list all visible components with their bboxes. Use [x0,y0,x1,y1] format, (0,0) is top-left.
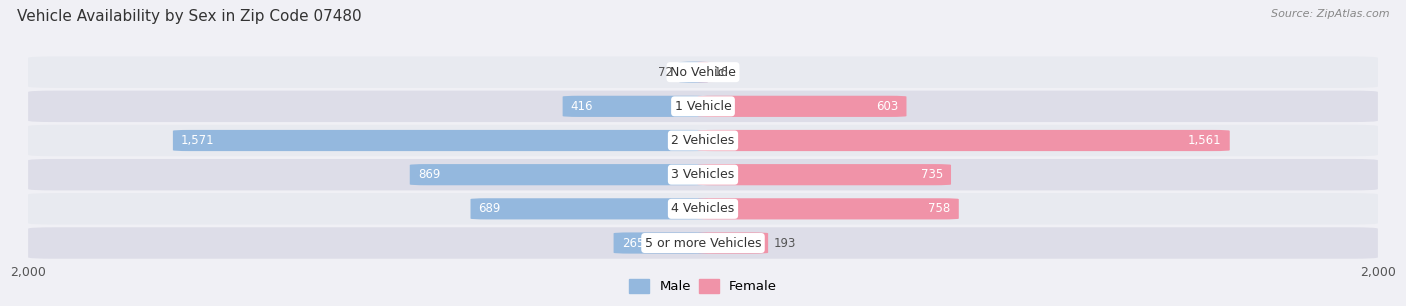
Text: 869: 869 [418,168,440,181]
Text: 3 Vehicles: 3 Vehicles [672,168,734,181]
FancyBboxPatch shape [613,233,709,254]
Text: 16: 16 [714,66,728,79]
Legend: Male, Female: Male, Female [624,274,782,299]
FancyBboxPatch shape [679,62,709,83]
Text: 2 Vehicles: 2 Vehicles [672,134,734,147]
Text: 4 Vehicles: 4 Vehicles [672,202,734,215]
FancyBboxPatch shape [697,233,768,254]
FancyBboxPatch shape [697,164,950,185]
Text: 1,561: 1,561 [1188,134,1222,147]
FancyBboxPatch shape [409,164,709,185]
Text: 735: 735 [921,168,943,181]
FancyBboxPatch shape [28,125,1378,156]
FancyBboxPatch shape [28,193,1378,225]
FancyBboxPatch shape [28,227,1378,259]
Text: 193: 193 [773,237,796,249]
Text: 265: 265 [621,237,644,249]
FancyBboxPatch shape [28,56,1378,88]
Text: 758: 758 [928,202,950,215]
FancyBboxPatch shape [28,91,1378,122]
FancyBboxPatch shape [697,130,1230,151]
Text: 416: 416 [571,100,593,113]
Text: 689: 689 [478,202,501,215]
Text: Vehicle Availability by Sex in Zip Code 07480: Vehicle Availability by Sex in Zip Code … [17,9,361,24]
Text: 1,571: 1,571 [181,134,215,147]
Text: 1 Vehicle: 1 Vehicle [675,100,731,113]
FancyBboxPatch shape [28,159,1378,190]
Text: No Vehicle: No Vehicle [671,66,735,79]
FancyBboxPatch shape [471,198,709,219]
Text: 5 or more Vehicles: 5 or more Vehicles [645,237,761,249]
Text: Source: ZipAtlas.com: Source: ZipAtlas.com [1271,9,1389,19]
Text: 603: 603 [876,100,898,113]
FancyBboxPatch shape [697,198,959,219]
FancyBboxPatch shape [697,96,907,117]
Text: 72: 72 [658,66,673,79]
FancyBboxPatch shape [692,62,714,83]
FancyBboxPatch shape [173,130,709,151]
FancyBboxPatch shape [562,96,709,117]
